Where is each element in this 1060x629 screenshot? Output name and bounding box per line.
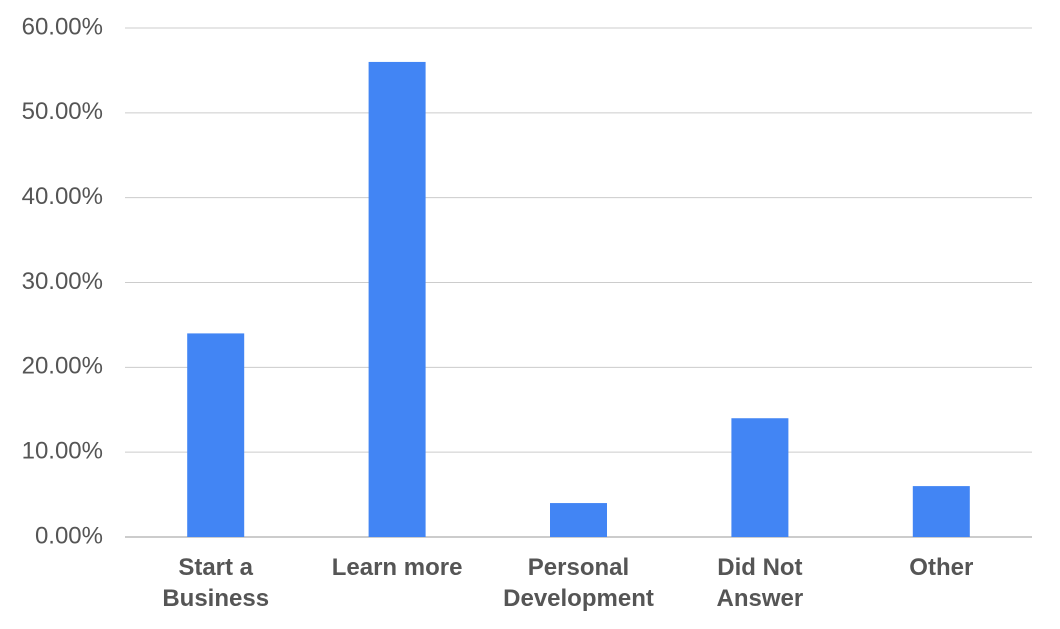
y-tick-label: 50.00% [22, 98, 103, 125]
x-tick-label: Learn more [331, 554, 463, 581]
bar [912, 486, 970, 537]
x-tick-label: Other [909, 554, 974, 581]
bar [368, 61, 426, 537]
bar [550, 503, 607, 537]
bar [187, 333, 245, 537]
y-tick-label: 40.00% [22, 183, 103, 210]
y-tick-label: 0.00% [35, 522, 103, 549]
bar [731, 418, 789, 537]
x-tick-label: Start a Business [162, 554, 270, 612]
x-tick-label: Personal Development [503, 554, 654, 612]
y-tick-label: 30.00% [22, 268, 103, 295]
y-tick-label: 20.00% [22, 353, 103, 380]
y-tick-label: 60.00% [22, 13, 103, 40]
y-tick-label: 10.00% [22, 438, 103, 465]
x-tick-label: Did Not Answer [716, 554, 804, 612]
